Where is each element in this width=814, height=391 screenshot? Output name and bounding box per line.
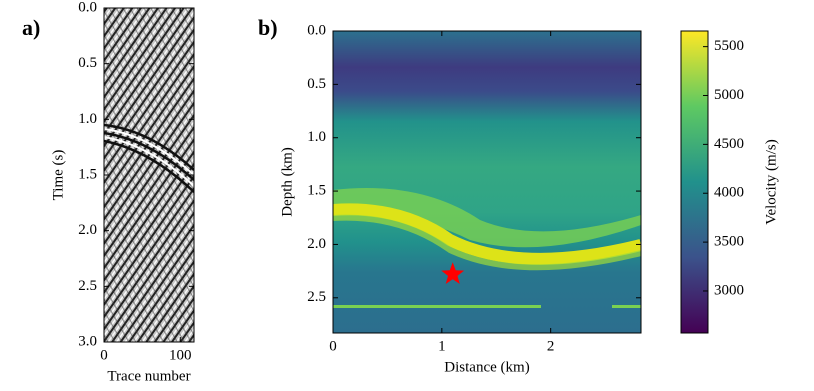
- y-tick-label: 1.0: [307, 129, 326, 145]
- y-tick-label: 0.5: [307, 76, 326, 92]
- colorbar-tick-label: 4000: [714, 185, 744, 201]
- seismic-image: [104, 8, 194, 342]
- y-tick-label: 1.5: [78, 166, 97, 182]
- y-tick-label: 2.0: [307, 236, 326, 252]
- x-tick-label: 0: [100, 347, 108, 363]
- y-tick-label: 2.0: [78, 222, 97, 238]
- panel-label: a): [22, 15, 40, 40]
- colorbar-tick-label: 4500: [714, 136, 744, 152]
- axes-frame: [332, 30, 642, 334]
- colorbar-tick-label: 5500: [714, 38, 744, 54]
- panel-label: b): [258, 15, 278, 40]
- colorbar-label: Velocity (m/s): [763, 139, 779, 224]
- velocity-image: [333, 31, 641, 333]
- y-axis-label: Depth (km): [279, 147, 295, 217]
- x-tick-label: 1: [438, 338, 446, 354]
- colorbar: [680, 30, 709, 334]
- colorbar-tick-label: 5000: [714, 87, 744, 103]
- x-tick-label: 0: [329, 338, 337, 354]
- star-marker: [441, 262, 465, 284]
- x-axis-label: Distance (km): [444, 359, 529, 375]
- x-tick-label: 2: [547, 338, 555, 354]
- colorbar-tick-label: 3500: [714, 234, 744, 250]
- y-tick-label: 0.0: [78, 0, 97, 15]
- y-tick-label: 0.0: [307, 22, 326, 38]
- y-tick-label: 1.5: [307, 183, 326, 199]
- x-axis-label: Trace number: [107, 368, 190, 384]
- colorbar-tick-label: 3000: [714, 282, 744, 298]
- y-tick-label: 2.5: [307, 289, 326, 305]
- y-axis-label: Time (s): [50, 150, 66, 201]
- y-tick-label: 0.5: [78, 55, 97, 71]
- y-tick-label: 1.0: [78, 111, 97, 127]
- y-tick-label: 3.0: [78, 333, 97, 349]
- x-tick-label: 100: [169, 347, 192, 363]
- y-tick-label: 2.5: [78, 278, 97, 294]
